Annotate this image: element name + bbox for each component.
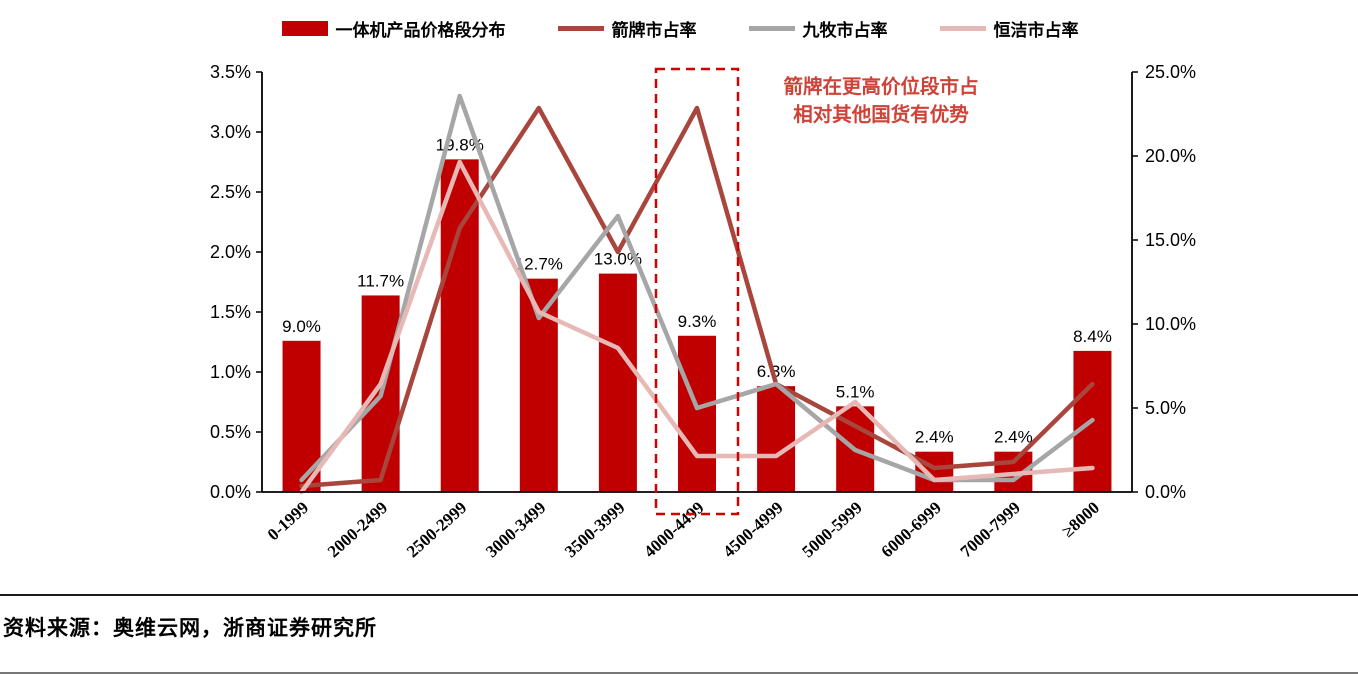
right-axis-label: 25.0%: [1145, 62, 1196, 82]
left-axis-label: 0.0%: [210, 482, 251, 502]
x-axis-label: ≥8000: [1058, 498, 1103, 541]
legend-swatch-hengjie-line: [939, 26, 986, 31]
footer-bottom-rule: [0, 672, 1358, 674]
legend-swatch-jianpai-line: [557, 26, 604, 31]
bar: [757, 386, 796, 492]
legend-swatch-jiumu-line: [748, 26, 795, 31]
highlight-box: [654, 67, 740, 516]
line-series: [299, 159, 1095, 495]
bar: [282, 340, 321, 492]
left-axis-label: 1.0%: [210, 362, 251, 382]
combo-chart-canvas: 0.0% 0.5% 1.0% 1.5% 2.0% 2.5% 3.0% 3.5% 0.0% 5.0%…: [210, 62, 1196, 561]
annotation-text: 箭牌在更高价位段市占 相对其他国货有优势: [760, 74, 1002, 130]
legend-item-hengjie: 恒洁市占率: [939, 16, 1079, 41]
legend-label-price-distribution: 一体机产品价格段分布: [335, 21, 506, 40]
x-axis-label: 2000-2499: [324, 498, 391, 561]
annotation-line-2: 相对其他国货有优势: [793, 105, 969, 126]
x-axis-label: 2500-2999: [403, 498, 470, 561]
chart-legend: 一体机产品价格段分布 箭牌市占率 九牧市占率 恒洁市占率: [120, 16, 1240, 41]
x-axis-label: 6000-6999: [877, 498, 944, 561]
x-axis-label: 5000-5999: [798, 498, 865, 561]
bar: [915, 451, 954, 492]
bar-data-label: 2.4%: [994, 428, 1033, 447]
x-axis-label: 3500-3999: [561, 498, 628, 561]
bar: [598, 273, 637, 492]
bar: [678, 335, 716, 492]
bar-data-label: 6.3%: [757, 362, 796, 381]
bar-data-label: 9.0%: [282, 317, 321, 336]
left-axis-label: 2.5%: [210, 182, 251, 202]
right-axis-label: 15.0%: [1145, 230, 1196, 250]
bar-data-label: 2.4%: [915, 428, 954, 447]
x-axis-label: 7000-7999: [957, 498, 1024, 561]
left-axis-label: 0.5%: [210, 422, 251, 442]
footer-top-rule: [0, 594, 1358, 596]
bar: [440, 159, 479, 493]
left-axis-label: 2.0%: [210, 242, 251, 262]
legend-item-price-distribution: 一体机产品价格段分布: [281, 16, 506, 41]
x-axis-label: 4000-4499: [640, 498, 707, 561]
annotation-line-1: 箭牌在更高价位段市占: [783, 77, 979, 98]
legend-label-jianpai: 箭牌市占率: [611, 21, 697, 40]
x-axis-label: 4500-4999: [719, 498, 786, 561]
bar-data-label: 11.7%: [357, 271, 404, 290]
legend-item-jianpai: 箭牌市占率: [557, 16, 697, 41]
legend-label-jiumu: 九牧市占率: [802, 21, 888, 40]
right-axis-label: 20.0%: [1145, 146, 1196, 166]
bar-data-label: 13.0%: [594, 250, 642, 269]
x-axis-label: 0-1999: [264, 498, 313, 544]
bar-data-label: 5.1%: [836, 382, 875, 401]
left-axis-label: 1.5%: [210, 302, 251, 322]
line-series: [299, 105, 1095, 489]
right-axis-label: 10.0%: [1145, 314, 1196, 334]
left-axis-label: 3.0%: [210, 122, 251, 142]
x-axis-label: 3000-3499: [482, 498, 549, 561]
legend-label-hengjie: 恒洁市占率: [993, 21, 1079, 40]
bar-data-label: 9.3%: [678, 312, 717, 331]
legend-swatch-bar: [281, 21, 328, 36]
legend-item-jiumu: 九牧市占率: [748, 16, 888, 41]
right-axis-label: 0.0%: [1145, 482, 1186, 502]
bar-data-label: 8.4%: [1073, 327, 1112, 346]
left-axis-label: 3.5%: [210, 62, 251, 82]
source-text: 资料来源：奥维云网，浙商证券研究所: [3, 616, 377, 640]
right-axis-label: 5.0%: [1145, 398, 1186, 418]
bar-data-label: 12.7%: [515, 255, 563, 274]
